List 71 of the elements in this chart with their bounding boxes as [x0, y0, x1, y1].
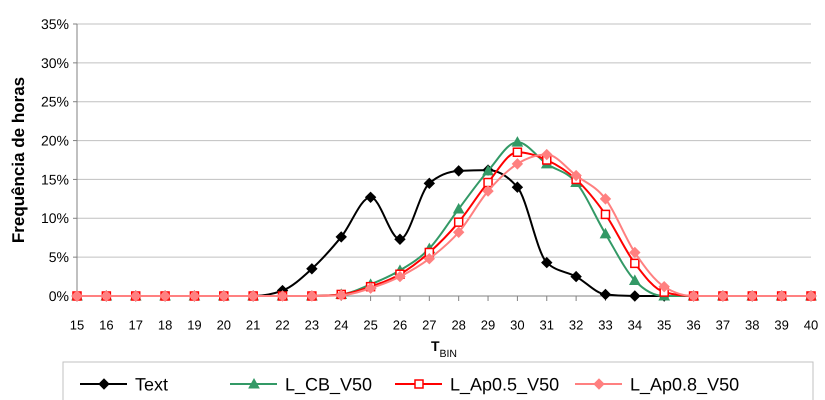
point — [541, 149, 552, 160]
point — [629, 290, 640, 302]
x-tick-label: 23 — [304, 318, 320, 333]
point — [512, 158, 523, 170]
point — [630, 258, 640, 268]
x-tick-label: 39 — [774, 318, 789, 333]
x-tick-label: 29 — [480, 318, 496, 333]
point — [453, 165, 464, 176]
point — [365, 282, 376, 294]
x-tick-label: 30 — [510, 318, 525, 333]
x-tick-label: 27 — [422, 318, 437, 333]
point — [483, 178, 493, 188]
point — [365, 192, 376, 203]
point — [629, 274, 640, 285]
y-tick-label: 30% — [40, 54, 69, 71]
x-tick-label: 33 — [598, 318, 613, 333]
point — [512, 147, 522, 157]
x-tick-label: 32 — [568, 318, 584, 333]
x-tick-label: 34 — [628, 318, 642, 333]
x-tick-label: 25 — [363, 318, 378, 333]
x-tick-label: 16 — [99, 318, 114, 333]
point — [336, 231, 347, 242]
y-tick-label: 25% — [40, 94, 69, 110]
y-tick-label: 35% — [40, 16, 69, 32]
point — [306, 263, 318, 274]
point — [453, 203, 464, 214]
point — [512, 182, 523, 193]
point — [541, 257, 552, 268]
y-tick-label: 5% — [48, 249, 69, 266]
x-tick-label: 36 — [686, 318, 701, 333]
point — [600, 193, 611, 204]
x-tick-label: 21 — [246, 318, 260, 333]
x-tick-label: 19 — [187, 318, 202, 333]
y-tick-label: 15% — [40, 171, 69, 188]
x-axis-title: T$_{BIN}$ — [430, 338, 458, 360]
x-tick-label: 24 — [334, 318, 348, 333]
point — [600, 210, 610, 220]
point — [629, 246, 640, 258]
point — [600, 228, 611, 238]
point — [394, 234, 406, 245]
x-tick-label: 22 — [275, 318, 290, 333]
x-tick-label: 38 — [745, 318, 760, 333]
x-tick-label: 17 — [128, 318, 143, 333]
point — [424, 178, 435, 189]
x-tick-label: 35 — [656, 318, 672, 333]
x-tick-label: 18 — [158, 318, 172, 333]
x-tick-label: 26 — [392, 318, 408, 333]
point — [454, 217, 464, 227]
point — [600, 288, 611, 300]
legend-label: L_CB_V50 — [285, 374, 372, 394]
y-tick-label: 20% — [40, 132, 69, 148]
x-tick-label: 37 — [716, 318, 730, 333]
x-tick-label: 40 — [804, 318, 818, 333]
point — [658, 281, 670, 292]
point — [394, 271, 406, 282]
legend-label: L_Ap0.5_V50 — [450, 374, 560, 394]
x-tick-label: 31 — [540, 318, 554, 333]
y-axis-title: Frequência de horas — [8, 76, 28, 244]
legend-label: Text — [135, 374, 168, 394]
y-tick-label: 10% — [40, 210, 69, 226]
legend-label: L_Ap0.8_V50 — [630, 374, 740, 394]
point — [482, 186, 494, 197]
point — [424, 253, 435, 264]
x-tick-label: 15 — [70, 318, 84, 333]
y-tick-label: 0% — [48, 288, 69, 304]
point — [512, 136, 523, 147]
x-tick-label: 20 — [216, 318, 232, 333]
point — [570, 271, 582, 282]
x-tick-label: 28 — [451, 318, 466, 333]
point — [570, 170, 582, 182]
point — [453, 226, 464, 238]
